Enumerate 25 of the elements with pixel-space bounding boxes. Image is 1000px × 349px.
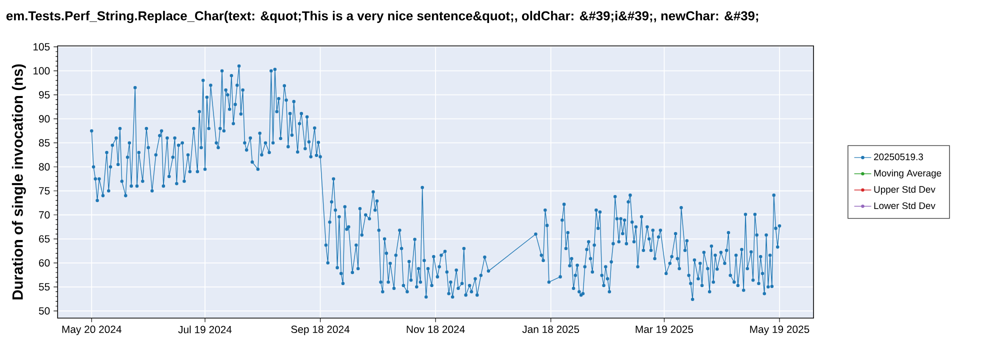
x-tick-label: Mar 19 2025: [636, 326, 694, 333]
x-tick-label: May 20 2024: [62, 326, 122, 336]
y-tick-label: 65: [39, 235, 50, 243]
x-tick-label: Sep 18 2024: [291, 326, 350, 336]
y-tick-label: 100: [34, 67, 50, 75]
y-tick-label: 90: [38, 115, 50, 123]
x-tick-label: Jan 18 2025: [522, 326, 580, 333]
y-tick-label: 80: [38, 163, 50, 171]
y-tick-label: 75: [39, 187, 50, 195]
legend-label: Upper Std Dev: [874, 186, 936, 195]
x-tick-label: Jul 19 2024: [178, 326, 232, 334]
legend-label: 20250519.3: [874, 154, 923, 160]
legend-label: Moving Average: [874, 170, 942, 178]
y-tick-label: 95: [38, 91, 50, 99]
y-tick-label: 60: [39, 259, 50, 267]
y-axis-title: Duration of single invocation (ns): [12, 64, 26, 300]
x-tick-label: Nov 18 2024: [406, 326, 465, 333]
legend-label: Lower Std Dev: [874, 202, 936, 210]
x-tick-label: May 19 2025: [750, 326, 810, 336]
y-tick-label: 70: [39, 211, 50, 219]
chart-title: em.Tests.Perf_String.Replace_Char(text: &quot;This is a very nice sentence&quot;, oldChar: &#39;i&#39;, newChar: &#39;: [6, 10, 758, 23]
y-tick-label: 50: [38, 307, 50, 315]
y-tick-label: 105: [34, 43, 50, 51]
y-tick-label: 85: [38, 139, 50, 147]
y-tick-label: 55: [38, 283, 50, 291]
